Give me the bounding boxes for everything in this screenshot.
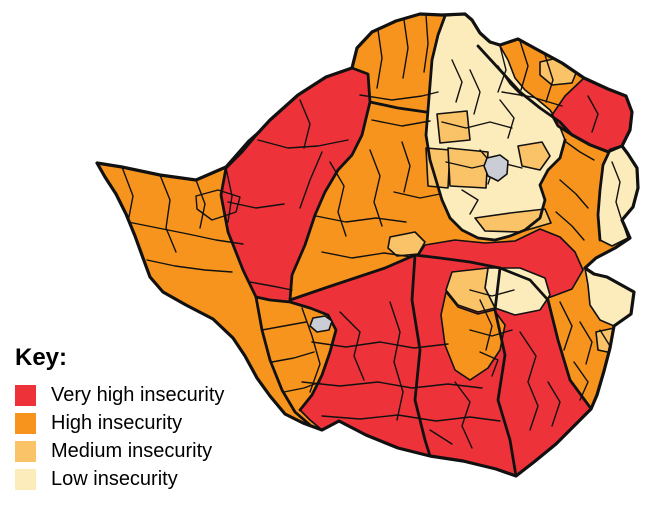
district-region-medium-4	[474, 208, 552, 233]
country-outline	[95, 12, 640, 478]
map-key: Key: Very high insecurity High insecurit…	[15, 344, 224, 497]
key-title: Key:	[15, 344, 68, 371]
key-swatch-low	[15, 469, 36, 490]
urban-area-southwest	[309, 315, 333, 333]
key-item-high: High insecurity	[15, 412, 224, 434]
key-swatch-high	[15, 413, 36, 434]
key-item-very-high: Very high insecurity	[15, 384, 225, 406]
district-region-medium-3	[447, 147, 489, 189]
district-region-medium-2	[425, 147, 451, 189]
urban-area-north	[483, 154, 509, 182]
key-item-medium: Medium insecurity	[15, 440, 224, 462]
key-label-very-high: Very high insecurity	[51, 384, 225, 406]
district-region-medium-7	[387, 231, 426, 257]
district-region-medium-1	[436, 110, 471, 144]
key-label-medium: Medium insecurity	[51, 440, 213, 462]
key-label-high: High insecurity	[51, 412, 183, 434]
key-swatch-very-high	[15, 385, 36, 406]
district-region-south-cluster-high	[440, 291, 506, 381]
key-item-low: Low insecurity	[15, 468, 224, 490]
key-label-low: Low insecurity	[51, 468, 178, 490]
district-region-medium-8	[517, 141, 551, 171]
key-swatch-medium	[15, 441, 36, 462]
